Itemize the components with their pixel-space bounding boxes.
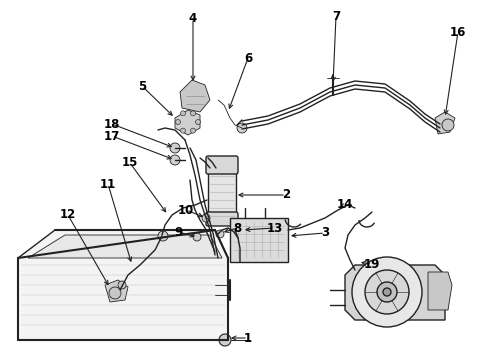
Text: 17: 17 [104,130,120,143]
FancyBboxPatch shape [206,212,238,226]
Circle shape [109,287,121,299]
Text: 13: 13 [267,221,283,234]
Bar [208,168,236,218]
Text: 7: 7 [332,9,340,22]
Polygon shape [435,112,455,134]
Circle shape [118,281,126,289]
Polygon shape [18,230,228,340]
Polygon shape [230,218,288,262]
Circle shape [193,233,201,241]
Circle shape [191,111,196,116]
Circle shape [383,288,391,296]
Text: 9: 9 [174,225,182,238]
Text: 16: 16 [450,26,466,39]
Text: 10: 10 [178,203,194,216]
Text: 18: 18 [104,117,120,130]
Text: 11: 11 [100,177,116,190]
Circle shape [180,111,186,116]
Polygon shape [175,110,200,135]
Text: 14: 14 [337,198,353,211]
Circle shape [196,120,200,125]
Text: 1: 1 [244,332,252,345]
Text: 6: 6 [244,51,252,64]
Polygon shape [105,280,128,302]
Circle shape [158,231,168,241]
Polygon shape [428,272,452,310]
Circle shape [219,334,231,346]
Circle shape [175,120,180,125]
Circle shape [352,257,422,327]
Circle shape [365,270,409,314]
Circle shape [202,214,210,222]
Text: 5: 5 [138,80,146,93]
Polygon shape [345,265,445,320]
Text: 19: 19 [364,257,380,270]
Circle shape [377,282,397,302]
Text: 15: 15 [122,157,138,170]
Circle shape [442,119,454,131]
FancyBboxPatch shape [206,156,238,174]
Text: 3: 3 [321,226,329,239]
Text: 12: 12 [60,208,76,221]
Polygon shape [180,80,210,112]
Text: 2: 2 [282,189,290,202]
Circle shape [170,155,180,165]
Circle shape [170,143,180,153]
Circle shape [191,128,196,133]
Circle shape [237,123,247,133]
Circle shape [216,230,224,238]
Circle shape [180,128,186,133]
Text: 8: 8 [233,221,241,234]
Polygon shape [28,235,222,258]
Text: 4: 4 [189,12,197,24]
